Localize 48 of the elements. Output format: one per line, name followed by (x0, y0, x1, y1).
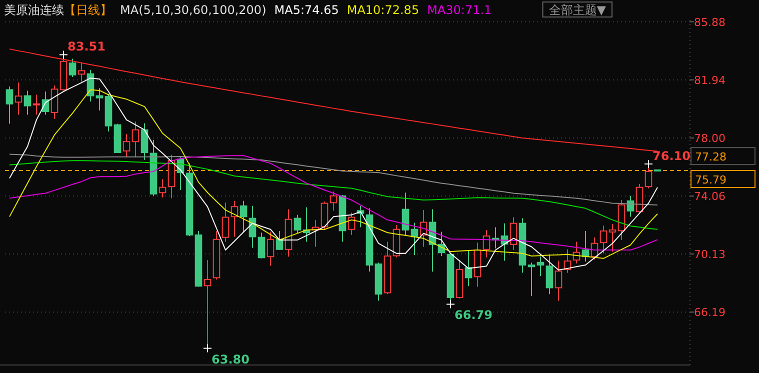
candlestick (68, 58, 76, 78)
chart-subtitle: 【日线】 (64, 3, 112, 17)
candlestick (554, 260, 562, 302)
candlestick (14, 82, 22, 116)
ref-line-label: 75.79 (695, 174, 726, 187)
candlestick (258, 232, 266, 259)
y-tick-label: 66.19 (694, 306, 726, 320)
candlestick (222, 202, 230, 242)
candlestick (600, 225, 608, 254)
text: MA(5,10,30,60,100,200) (120, 3, 266, 17)
candlestick (546, 254, 554, 295)
candlestick (240, 200, 248, 232)
candlestick (32, 94, 40, 116)
candlestick (464, 250, 472, 287)
y-tick-label: 85.88 (694, 16, 726, 29)
y-tick-label: 78.00 (694, 132, 726, 145)
chart-title: 美原油连续 (4, 3, 64, 17)
y-tick-label: 81.94 (694, 74, 726, 87)
candlestick (482, 229, 490, 258)
candlestick (140, 122, 148, 160)
y-tick-label: 74.06 (694, 190, 726, 204)
text: MA5:74.65 (274, 3, 339, 17)
candlestick (132, 121, 140, 158)
text: 77.28 (695, 150, 726, 164)
candlestick (294, 214, 302, 234)
text: MA10:72.85 (346, 3, 420, 17)
candlestick (6, 86, 14, 124)
candlestick (608, 224, 616, 252)
annotation: 83.51 (68, 40, 106, 54)
text: MA30:71.1 (427, 3, 492, 17)
candlestick (96, 88, 104, 112)
annotation: 66.79 (454, 308, 492, 322)
candlestick (320, 201, 328, 230)
line-series (9, 160, 658, 230)
candlestick (122, 133, 130, 158)
text: 全部主题▼ (548, 3, 607, 17)
candlestick (158, 178, 166, 198)
candlestick (266, 231, 274, 266)
candlestick (402, 192, 410, 236)
annotation: 76.10 (652, 148, 690, 163)
candlestick (78, 62, 86, 82)
candlestick (330, 191, 338, 212)
y-tick-label: 70.13 (694, 248, 726, 261)
candlestick (24, 90, 32, 116)
candlestick (536, 256, 544, 277)
candlestick (528, 262, 536, 297)
candlestick (50, 84, 58, 120)
annotation: 63.80 (212, 352, 250, 366)
